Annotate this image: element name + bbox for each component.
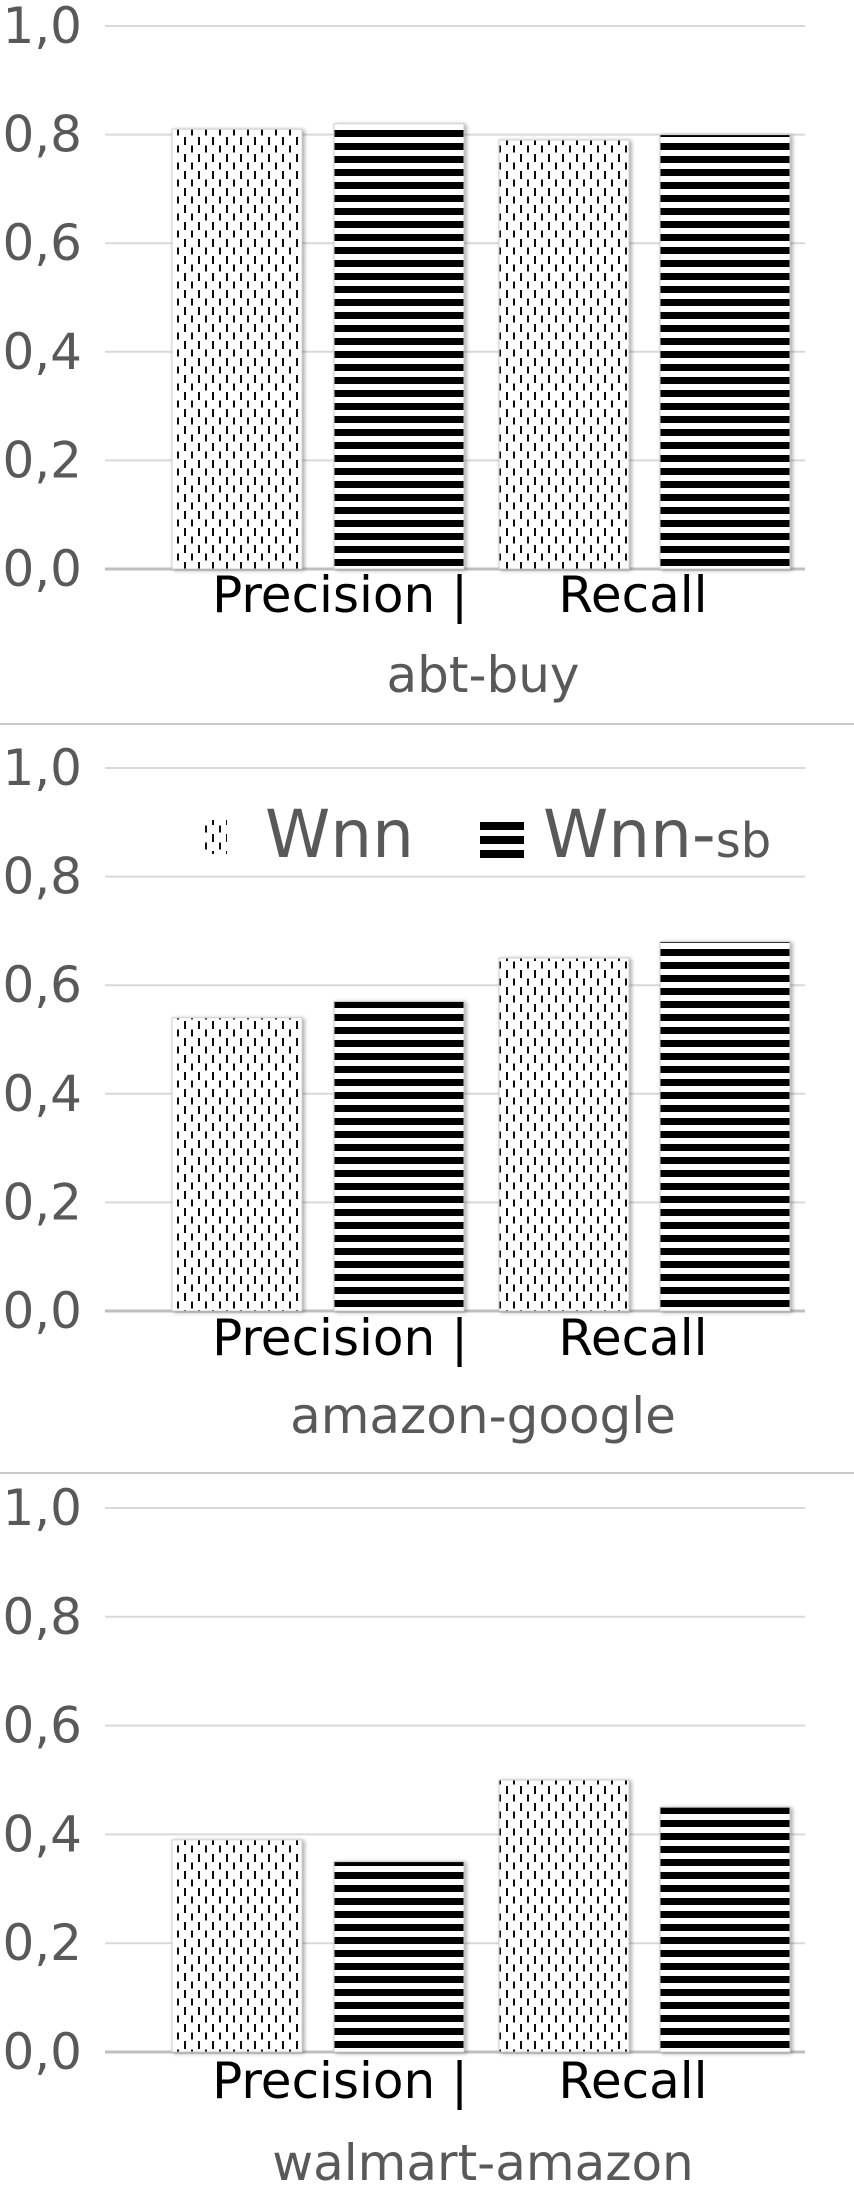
panel-abt-buy: 0,0 0,2 0,4 0,6 0,8 1,0 Precision | Recall ab… xyxy=(2,0,805,704)
legend-label-wnn: Wnn xyxy=(265,796,414,873)
bar-wnn-precision xyxy=(171,1839,303,2053)
panel-xlabel: walmart-amazon xyxy=(272,2134,693,2192)
bar-wnn-sb-precision xyxy=(333,1861,465,2053)
category-label-precision: Precision | xyxy=(212,1309,468,1367)
y-tick-label: 1,0 xyxy=(2,1479,82,1537)
y-tick-label: 0,0 xyxy=(2,2023,82,2081)
bar-wnn-sb-recall xyxy=(659,1806,791,2053)
y-tick-label: 0,6 xyxy=(2,214,82,272)
y-tick-label: 0,2 xyxy=(2,1914,82,1972)
bar-wnn-precision xyxy=(171,128,303,570)
y-tick-label: 1,0 xyxy=(2,739,82,797)
y-tick-label: 1,0 xyxy=(2,0,82,55)
y-tick-label: 0,0 xyxy=(2,1282,82,1340)
bar-wnn-recall xyxy=(498,957,630,1312)
legend-label-wnn-sb: Wnn-sb xyxy=(543,796,771,873)
legend-label-wnn-sb-sub: sb xyxy=(716,813,771,869)
panel-amazon-google: 0,0 0,2 0,4 0,6 0,8 1,0 Wnn Wnn-sb Precision … xyxy=(2,739,805,1445)
category-label-recall: Recall xyxy=(558,2052,707,2110)
bar-wnn-recall xyxy=(498,139,630,570)
bar-wnn-precision xyxy=(171,1017,303,1312)
legend-swatch-wnn xyxy=(205,820,227,854)
category-label-recall: Recall xyxy=(558,566,707,624)
bar-wnn-sb-recall xyxy=(659,941,791,1312)
panel-xlabel: amazon-google xyxy=(290,1387,676,1445)
y-tick-label: 0,0 xyxy=(2,540,82,598)
category-label-precision: Precision | xyxy=(212,2052,468,2110)
y-tick-label: 0,4 xyxy=(2,1805,82,1863)
legend-label-wnn-sb-main: Wnn- xyxy=(543,796,716,873)
y-tick-labels: 0,0 0,2 0,4 0,6 0,8 1,0 xyxy=(2,1479,82,2081)
y-tick-label: 0,6 xyxy=(2,1697,82,1755)
category-label-precision: Precision | xyxy=(212,566,468,624)
bars xyxy=(171,941,791,1312)
category-label-recall: Recall xyxy=(558,1309,707,1367)
y-tick-label: 0,2 xyxy=(2,431,82,489)
legend: Wnn Wnn-sb xyxy=(205,796,771,873)
y-tick-label: 0,8 xyxy=(2,848,82,906)
y-tick-label: 0,8 xyxy=(2,1588,82,1646)
bar-wnn-sb-recall xyxy=(659,134,791,570)
panel-divider xyxy=(0,723,854,725)
y-tick-labels: 0,0 0,2 0,4 0,6 0,8 1,0 xyxy=(2,739,82,1340)
y-tick-label: 0,6 xyxy=(2,956,82,1014)
y-tick-label: 0,4 xyxy=(2,323,82,381)
legend-swatch-wnn-sb xyxy=(480,822,524,858)
bar-wnn-sb-precision xyxy=(333,123,465,570)
y-tick-label: 0,4 xyxy=(2,1065,82,1123)
panel-divider xyxy=(0,1472,854,1474)
y-tick-labels: 0,0 0,2 0,4 0,6 0,8 1,0 xyxy=(2,0,82,598)
bars xyxy=(171,123,791,570)
panel-xlabel: abt-buy xyxy=(386,646,579,704)
bar-wnn-sb-precision xyxy=(333,1000,465,1312)
bar-wnn-recall xyxy=(498,1779,630,2053)
panel-walmart-amazon: 0,0 0,2 0,4 0,6 0,8 1,0 Precision | Recall wa… xyxy=(2,1479,805,2192)
y-tick-label: 0,8 xyxy=(2,106,82,164)
bars xyxy=(171,1779,791,2053)
y-tick-label: 0,2 xyxy=(2,1173,82,1231)
